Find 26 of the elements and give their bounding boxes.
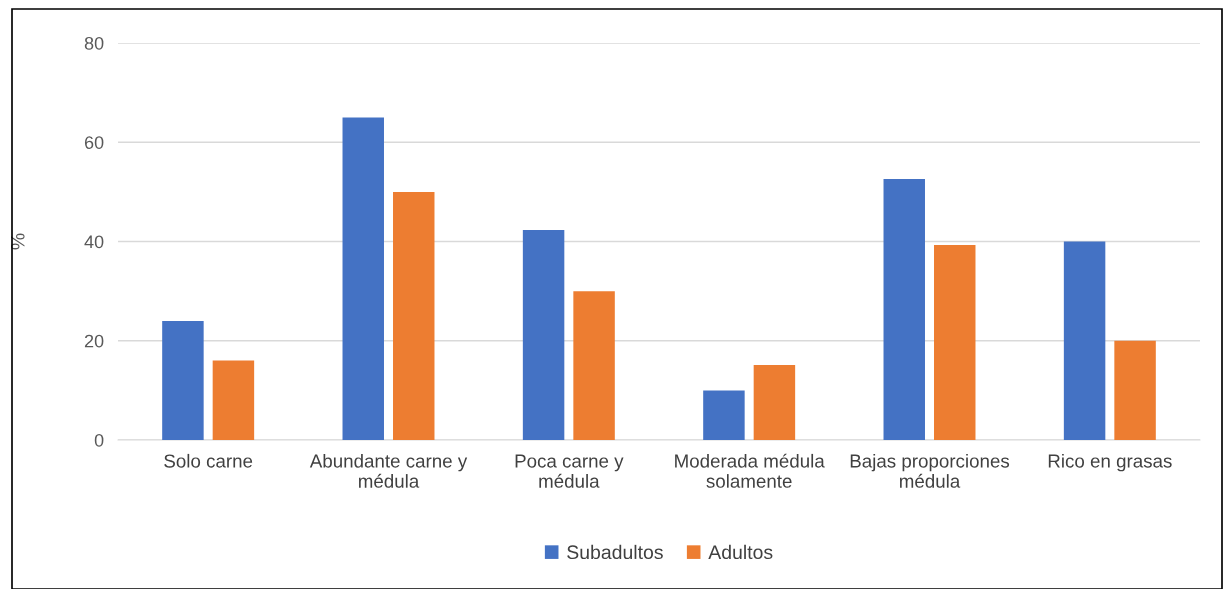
bar <box>393 191 435 440</box>
y-tick-label: 40 <box>84 235 104 249</box>
y-tick-label: 0 <box>94 433 104 447</box>
bar <box>573 291 615 440</box>
bar <box>703 390 745 440</box>
bar <box>934 244 976 440</box>
x-tick-label: Abundante carne y médula <box>309 453 468 488</box>
y-axis-title: % <box>10 233 25 250</box>
x-tick-label: Bajas proporciones médula <box>850 453 1010 488</box>
bar <box>1063 241 1106 440</box>
legend-label: Subadultos <box>567 544 663 560</box>
bar <box>753 365 796 440</box>
bar <box>342 117 384 440</box>
bar <box>212 360 255 440</box>
legend-label: Adultos <box>708 544 773 560</box>
x-tick-label: Solo carne <box>164 453 253 468</box>
x-tick-label: Moderada médula solamente <box>675 453 825 488</box>
y-tick-label: 60 <box>84 136 104 149</box>
bar <box>522 230 565 440</box>
x-tick-label: Rico en grasas <box>1048 453 1172 472</box>
y-tick-label: 20 <box>84 334 104 348</box>
x-tick-label: Poca carne y médula <box>515 454 624 488</box>
bar <box>162 320 204 440</box>
y-tick-label: 80 <box>84 36 104 50</box>
bar <box>1114 340 1156 440</box>
bar <box>883 178 925 440</box>
